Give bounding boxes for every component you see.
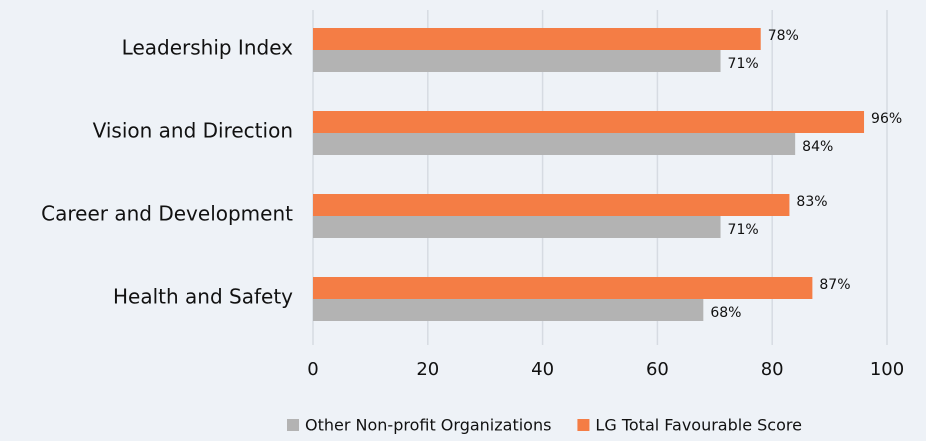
bar <box>313 299 704 321</box>
legend-label: Other Non-profit Organizations <box>305 416 551 435</box>
value-label: 84% <box>802 139 833 155</box>
bar <box>313 194 790 216</box>
bar <box>313 133 796 155</box>
y-tick-label: Leadership Index <box>122 36 294 60</box>
bar <box>313 216 721 238</box>
y-tick-label: Vision and Direction <box>93 119 293 143</box>
value-label: 71% <box>728 222 759 238</box>
value-label: 68% <box>710 305 741 321</box>
legend-swatch <box>287 419 299 431</box>
y-tick-label: Health and Safety <box>113 285 293 309</box>
x-tick-label: 0 <box>307 359 318 380</box>
x-tick-label: 80 <box>761 359 784 380</box>
x-tick-label: 100 <box>870 359 904 380</box>
bar <box>313 50 721 72</box>
x-tick-label: 20 <box>416 359 439 380</box>
y-tick-label: Career and Development <box>41 202 293 226</box>
legend-swatch <box>577 419 590 431</box>
x-tick-label: 40 <box>531 359 554 380</box>
value-label: 83% <box>796 194 827 210</box>
x-tick-label: 60 <box>646 359 669 380</box>
value-label: 96% <box>871 111 902 127</box>
bar <box>313 277 813 299</box>
value-label: 71% <box>728 56 759 72</box>
value-label: 87% <box>819 277 850 293</box>
bar <box>313 28 761 50</box>
bar <box>313 111 865 133</box>
value-label: 78% <box>768 28 799 44</box>
legend-label: LG Total Favourable Score <box>595 416 802 435</box>
